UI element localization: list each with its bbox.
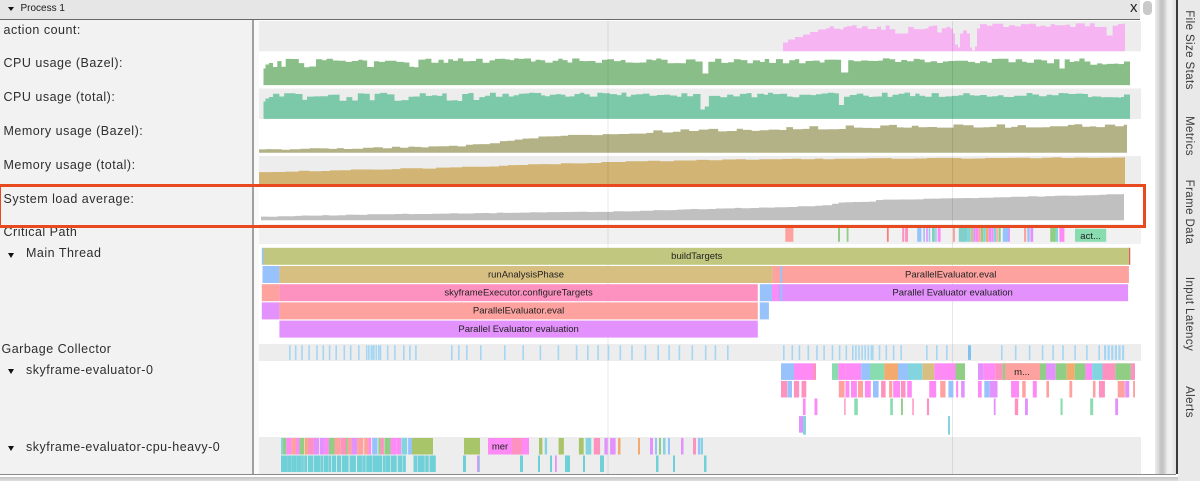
svg-text:skyframeExecutor.configureTarg: skyframeExecutor.configureTargets xyxy=(444,287,593,298)
svg-text:Parallel Evaluator evaluation: Parallel Evaluator evaluation xyxy=(458,323,578,334)
svg-text:act...: act... xyxy=(1080,231,1101,242)
svg-text:Parallel Evaluator evaluation: Parallel Evaluator evaluation xyxy=(892,287,1012,298)
svg-text:mer: mer xyxy=(492,441,508,452)
svg-text:m...: m... xyxy=(1014,366,1030,377)
svg-text:ParallelEvaluator.eval: ParallelEvaluator.eval xyxy=(473,305,564,316)
svg-text:ParallelEvaluator.eval: ParallelEvaluator.eval xyxy=(905,269,996,280)
svg-text:runAnalysisPhase: runAnalysisPhase xyxy=(488,269,564,280)
svg-text:buildTargets: buildTargets xyxy=(671,251,722,262)
